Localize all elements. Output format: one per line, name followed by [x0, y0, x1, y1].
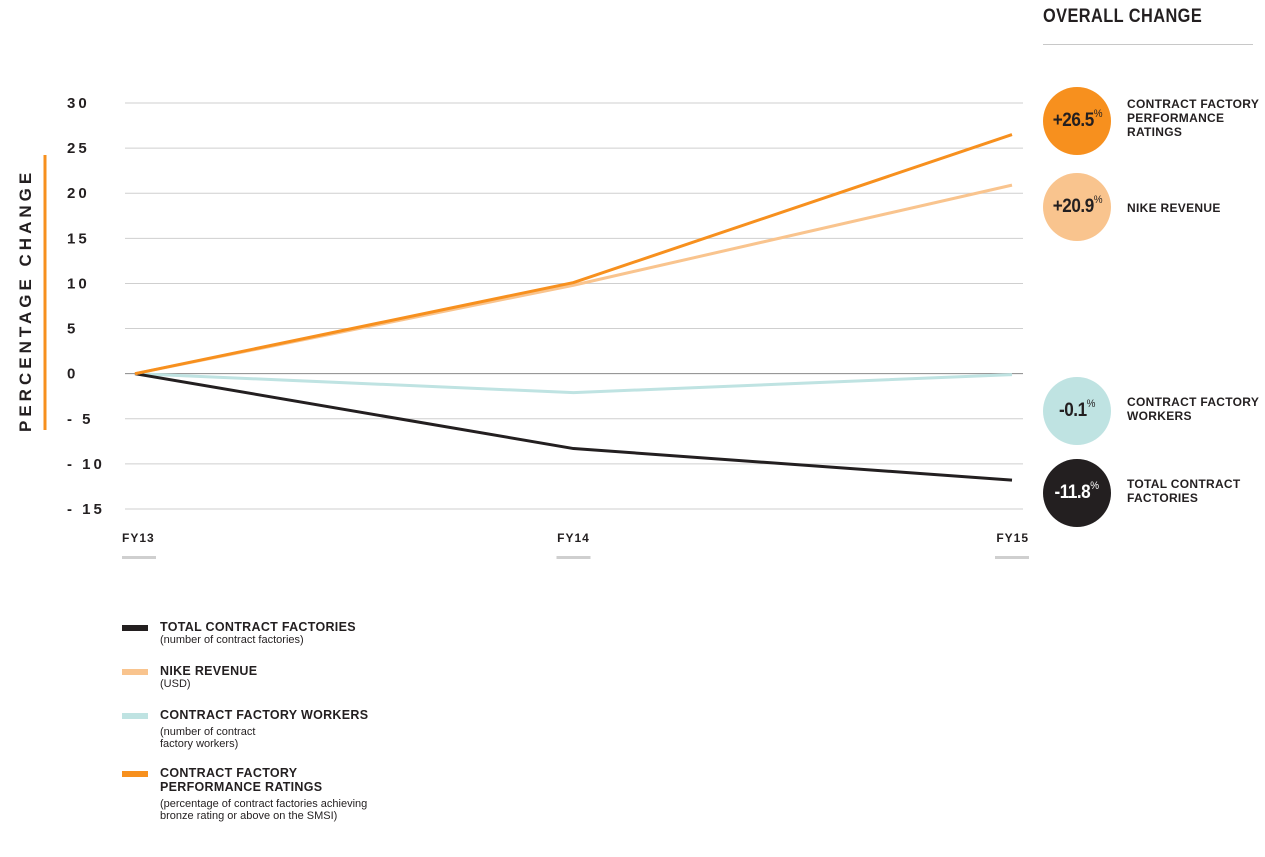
legend-note: (number of contract factory workers) — [160, 726, 256, 750]
y-tick-label: 10 — [67, 275, 90, 292]
x-tick-marker — [122, 556, 156, 559]
legend-name: CONTRACT FACTORY PERFORMANCE RATINGS — [160, 766, 323, 794]
legend-item-performance-ratings: CONTRACT FACTORY PERFORMANCE RATINGS (pe… — [122, 766, 368, 822]
badge-value: +20.9% — [1052, 193, 1102, 217]
badge-value: -11.8% — [1054, 479, 1100, 503]
legend: TOTAL CONTRACT FACTORIES (number of cont… — [122, 620, 368, 822]
series-line-ratings — [134, 133, 1013, 376]
badge-performance-ratings: +26.5% — [1043, 87, 1111, 155]
legend-name: TOTAL CONTRACT FACTORIES — [160, 620, 356, 634]
x-tick-label: FY15 — [996, 531, 1029, 545]
legend-name: NIKE REVENUE — [160, 664, 258, 678]
badge-label-performance-ratings: CONTRACT FACTORY PERFORMANCE RATINGS — [1127, 97, 1259, 139]
legend-swatch — [122, 669, 148, 675]
legend-note: (number of contract factories) — [160, 634, 304, 646]
badge-label-nike-revenue: NIKE REVENUE — [1127, 201, 1221, 215]
legend-note: (percentage of contract factories achiev… — [160, 798, 368, 822]
y-tick-label: 15 — [67, 230, 90, 247]
badge-nike-revenue: +20.9% — [1043, 173, 1111, 241]
y-tick-label: 20 — [67, 185, 90, 202]
y-tick-label: 0 — [67, 366, 78, 383]
badge-label-factory-workers: CONTRACT FACTORY WORKERS — [1127, 395, 1259, 423]
badge-value: -0.1% — [1058, 397, 1096, 421]
legend-item-factory-workers: CONTRACT FACTORY WORKERS (number of cont… — [122, 708, 368, 750]
legend-swatch — [122, 771, 148, 777]
badge-total-factories: -11.8% — [1043, 459, 1111, 527]
y-tick-label: 5 — [67, 321, 78, 338]
overall-change-title: OVERALL CHANGE — [1043, 6, 1203, 27]
badge-value: +26.5% — [1052, 107, 1102, 131]
series-line-workers — [134, 372, 1013, 395]
y-axis-label: PERCENTAGE CHANGE — [16, 169, 35, 432]
legend-swatch — [122, 625, 148, 631]
x-tick-label: FY13 — [122, 531, 155, 545]
legend-note: (USD) — [160, 678, 191, 690]
y-tick-label: - 5 — [67, 411, 94, 428]
badge-label-total-factories: TOTAL CONTRACT FACTORIES — [1127, 477, 1241, 505]
y-tick-label: - 10 — [67, 456, 105, 473]
badge-factory-workers: -0.1% — [1043, 377, 1111, 445]
x-tick-marker — [995, 556, 1029, 559]
y-tick-label: 30 — [67, 95, 90, 112]
y-tick-label: 25 — [67, 140, 90, 157]
y-tick-label: - 15 — [67, 501, 105, 518]
legend-swatch — [122, 713, 148, 719]
x-tick-label: FY14 — [557, 531, 590, 545]
overall-change-divider — [1043, 44, 1253, 45]
y-axis-label-group: PERCENTAGE CHANGE — [16, 155, 47, 432]
series-line-total — [134, 372, 1013, 482]
legend-item-nike-revenue: NIKE REVENUE (USD) — [122, 664, 368, 690]
legend-item-total-factories: TOTAL CONTRACT FACTORIES (number of cont… — [122, 620, 368, 646]
legend-name: CONTRACT FACTORY WORKERS — [160, 708, 369, 722]
x-tick-marker — [556, 556, 591, 559]
